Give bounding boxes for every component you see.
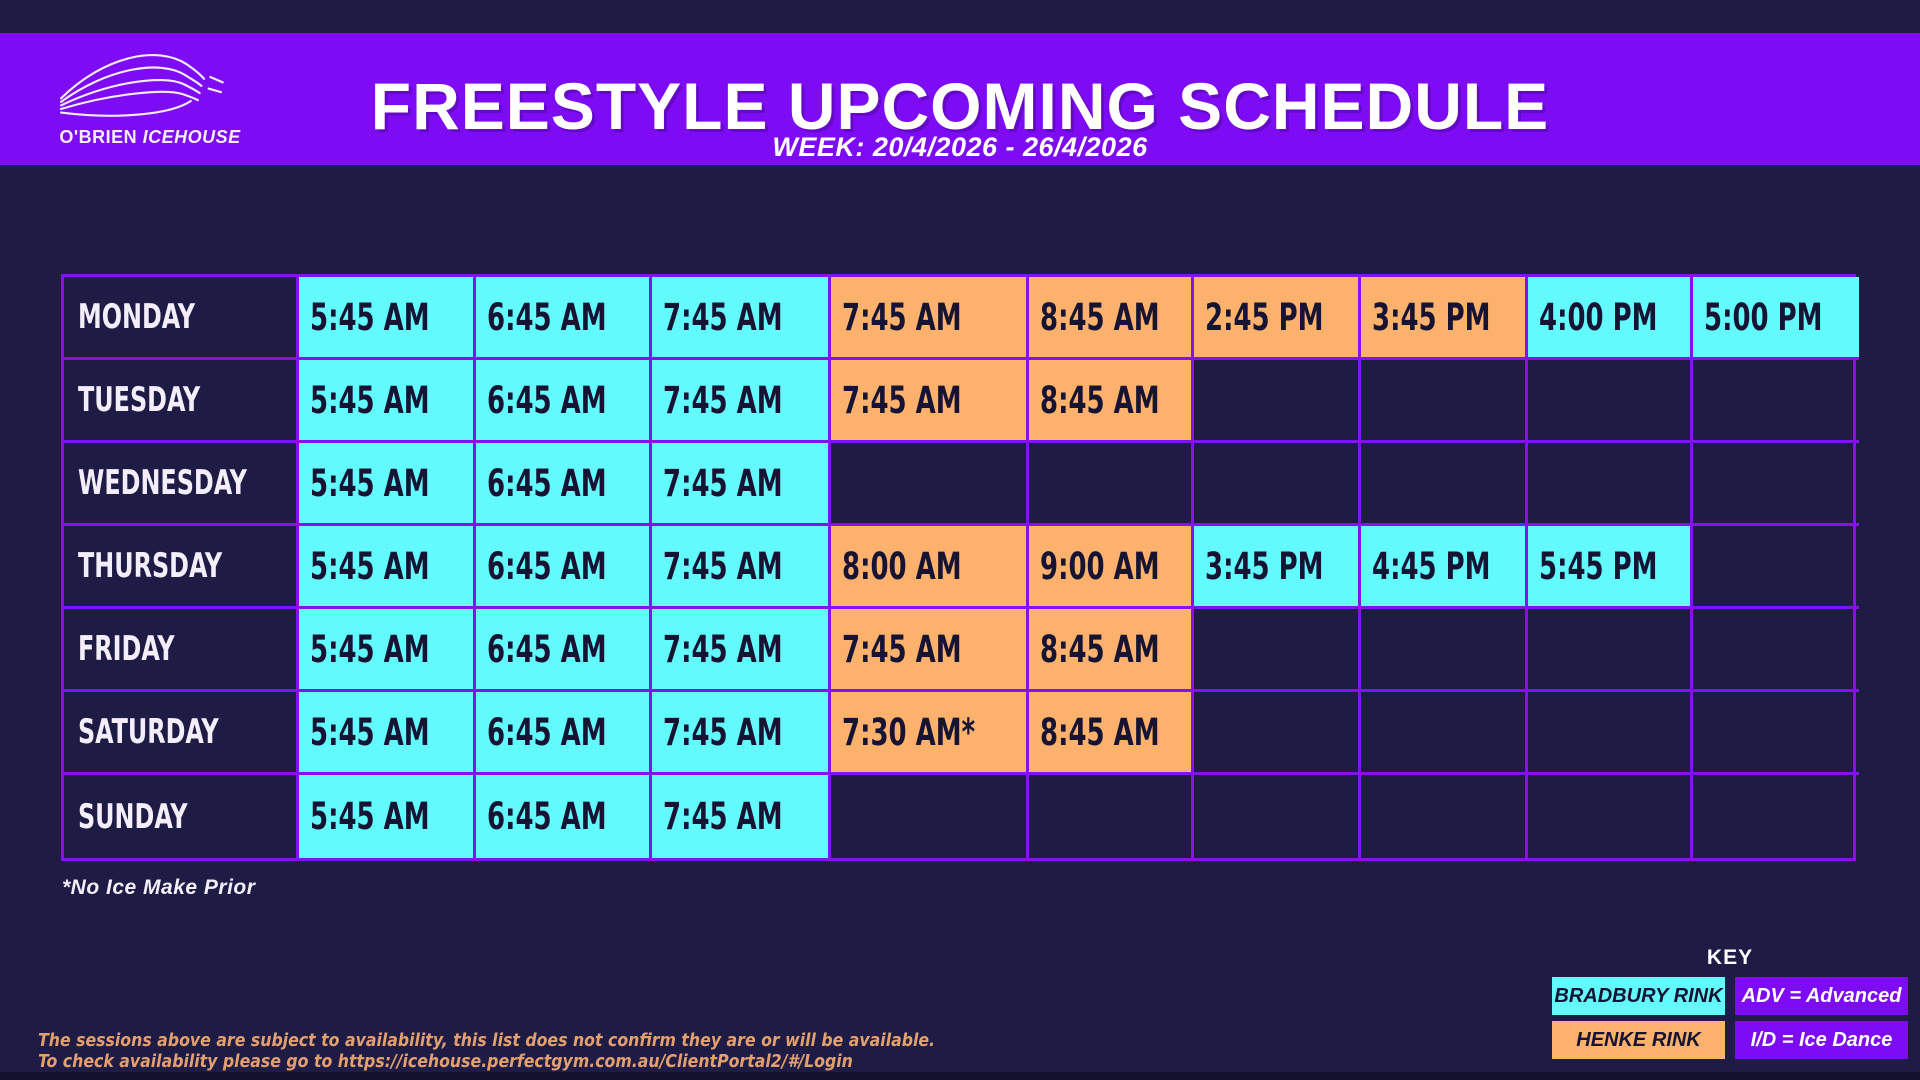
ice-make-footnote: *No Ice Make Prior: [62, 876, 256, 899]
session-cell: 6:45 AM: [476, 443, 652, 526]
empty-cell: [1693, 692, 1859, 775]
session-cell: 3:45 PM: [1194, 526, 1361, 609]
empty-cell: [1194, 775, 1361, 858]
session-cell: 6:45 AM: [476, 526, 652, 609]
session-cell: 6:45 AM: [476, 775, 652, 858]
legend: KEY BRADBURY RINK ADV = Advanced HENKE R…: [1552, 946, 1908, 1059]
day-label: MONDAY: [64, 277, 299, 360]
session-cell: 8:45 AM: [1029, 277, 1194, 360]
session-cell: 5:45 AM: [299, 277, 476, 360]
session-cell: 2:45 PM: [1194, 277, 1361, 360]
empty-cell: [1194, 609, 1361, 692]
empty-cell: [1693, 443, 1859, 526]
session-cell: 8:45 AM: [1029, 360, 1194, 443]
empty-cell: [1361, 360, 1528, 443]
session-cell: 5:45 AM: [299, 692, 476, 775]
session-cell: 7:45 AM: [831, 277, 1029, 360]
session-cell: 7:30 AM*: [831, 692, 1029, 775]
day-label: SATURDAY: [64, 692, 299, 775]
week-range: WEEK: 20/4/2026 - 26/4/2026: [772, 132, 1148, 162]
session-cell: 7:45 AM: [652, 775, 831, 858]
session-cell: 3:45 PM: [1361, 277, 1528, 360]
empty-cell: [1528, 609, 1693, 692]
session-cell: 6:45 AM: [476, 277, 652, 360]
session-cell: 6:45 AM: [476, 609, 652, 692]
availability-disclaimer: The sessions above are subject to availa…: [38, 1031, 935, 1073]
logo-brand: O'BRIEN: [59, 127, 138, 147]
empty-cell: [1361, 692, 1528, 775]
empty-cell: [1029, 775, 1194, 858]
day-label: TUESDAY: [64, 360, 299, 443]
session-cell: 8:45 AM: [1029, 609, 1194, 692]
empty-cell: [831, 443, 1029, 526]
session-cell: 5:00 PM: [1693, 277, 1859, 360]
legend-henke-rink: HENKE RINK: [1552, 1021, 1725, 1059]
legend-bradbury-rink: BRADBURY RINK: [1552, 977, 1725, 1015]
empty-cell: [1361, 609, 1528, 692]
header-banner: O'BRIEN ICEHOUSE FREESTYLE UPCOMING SCHE…: [0, 33, 1920, 165]
session-cell: 5:45 AM: [299, 360, 476, 443]
logo-brand-suffix: ICEHOUSE: [142, 127, 241, 147]
day-label: WEDNESDAY: [64, 443, 299, 526]
session-cell: 5:45 AM: [299, 443, 476, 526]
empty-cell: [1361, 443, 1528, 526]
empty-cell: [1693, 775, 1859, 858]
session-cell: 9:00 AM: [1029, 526, 1194, 609]
logo-wordmark: O'BRIEN ICEHOUSE: [30, 127, 270, 148]
day-label: THURSDAY: [64, 526, 299, 609]
day-label: SUNDAY: [64, 775, 299, 858]
empty-cell: [1194, 360, 1361, 443]
session-cell: 8:45 AM: [1029, 692, 1194, 775]
empty-cell: [1693, 526, 1859, 609]
empty-cell: [1528, 443, 1693, 526]
empty-cell: [1528, 775, 1693, 858]
session-cell: 7:45 AM: [652, 443, 831, 526]
session-cell: 7:45 AM: [652, 609, 831, 692]
session-cell: 7:45 AM: [652, 692, 831, 775]
legend-id-abbreviation: I/D = Ice Dance: [1735, 1021, 1908, 1059]
disclaimer-line-1: The sessions above are subject to availa…: [38, 1031, 936, 1051]
schedule-table: MONDAY 5:45 AM 6:45 AM 7:45 AM 7:45 AM 8:45 A…: [61, 274, 1859, 861]
session-cell: 6:45 AM: [476, 360, 652, 443]
session-cell: 7:45 AM: [831, 360, 1029, 443]
empty-cell: [1693, 360, 1859, 443]
day-label: FRIDAY: [64, 609, 299, 692]
session-cell: 6:45 AM: [476, 692, 652, 775]
session-cell: 4:00 PM: [1528, 277, 1693, 360]
empty-cell: [1194, 692, 1361, 775]
legend-adv-abbreviation: ADV = Advanced: [1735, 977, 1908, 1015]
empty-cell: [1361, 775, 1528, 858]
empty-cell: [1693, 609, 1859, 692]
bottom-strip: [0, 1072, 1920, 1080]
disclaimer-line-2: To check availability please go to https…: [38, 1052, 853, 1072]
legend-grid: BRADBURY RINK ADV = Advanced HENKE RINK …: [1552, 977, 1908, 1059]
obrien-icehouse-logo: O'BRIEN ICEHOUSE: [30, 39, 270, 159]
page-title: FREESTYLE UPCOMING SCHEDULE: [370, 69, 1550, 143]
session-cell: 5:45 AM: [299, 526, 476, 609]
session-cell: 5:45 AM: [299, 775, 476, 858]
session-cell: 8:00 AM: [831, 526, 1029, 609]
empty-cell: [1029, 443, 1194, 526]
session-cell: 7:45 AM: [652, 360, 831, 443]
session-cell: 5:45 PM: [1528, 526, 1693, 609]
session-cell: 7:45 AM: [652, 277, 831, 360]
empty-cell: [1194, 443, 1361, 526]
legend-title: KEY: [1706, 946, 1754, 969]
session-cell: 7:45 AM: [652, 526, 831, 609]
empty-cell: [831, 775, 1029, 858]
empty-cell: [1528, 692, 1693, 775]
session-cell: 7:45 AM: [831, 609, 1029, 692]
session-cell: 5:45 AM: [299, 609, 476, 692]
empty-cell: [1528, 360, 1693, 443]
session-cell: 4:45 PM: [1361, 526, 1528, 609]
